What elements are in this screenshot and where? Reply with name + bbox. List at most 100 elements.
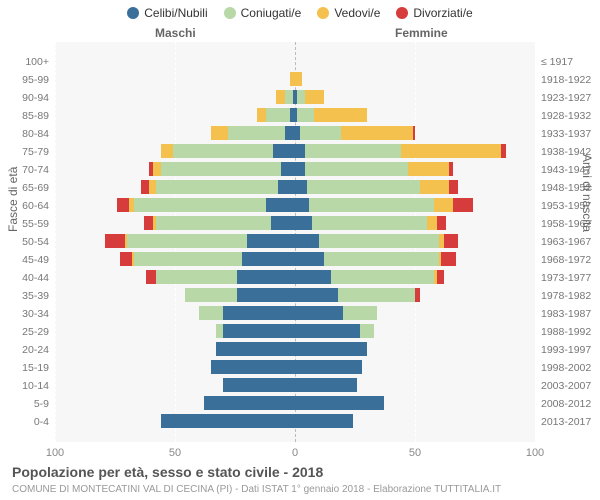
bar-segment [127, 234, 247, 248]
birth-year-label: 1938-1942 [541, 144, 591, 160]
chart-subtitle: COMUNE DI MONTECATINI VAL DI CECINA (PI)… [12, 484, 501, 495]
bar-segment [297, 108, 314, 122]
bar-segment [401, 144, 502, 158]
age-row [55, 305, 535, 323]
bar-segment [161, 144, 173, 158]
birth-year-label: 1998-2002 [541, 360, 591, 376]
bar-segment [295, 324, 360, 338]
bar-segment [211, 126, 228, 140]
male-bar [211, 360, 295, 374]
bar-segment [281, 162, 295, 176]
male-bar [204, 396, 295, 410]
birth-year-label: 1918-1922 [541, 72, 591, 88]
age-label: 40-44 [0, 270, 49, 286]
bar-segment [204, 396, 295, 410]
x-tick-label: 0 [292, 447, 298, 459]
bar-segment [237, 270, 295, 284]
age-label: 5-9 [0, 396, 49, 412]
age-label: 15-19 [0, 360, 49, 376]
bar-segment [295, 342, 367, 356]
bar-segment [144, 216, 154, 230]
legend-swatch [396, 7, 408, 19]
bar-segment [295, 288, 338, 302]
age-label: 95-99 [0, 72, 49, 88]
bar-segment [295, 72, 302, 86]
female-bar [295, 414, 353, 428]
birth-year-label: 2003-2007 [541, 378, 591, 394]
bar-segment [273, 144, 295, 158]
x-tick-label: 50 [409, 447, 421, 459]
bar-segment [185, 288, 238, 302]
population-pyramid: Celibi/NubiliConiugati/eVedovi/eDivorzia… [0, 0, 600, 500]
bar-segment [242, 252, 295, 266]
female-bar [295, 90, 324, 104]
legend-item: Divorziati/e [396, 6, 472, 20]
male-bar [257, 108, 295, 122]
female-bar [295, 324, 374, 338]
female-bar [295, 360, 362, 374]
gridline [535, 42, 536, 442]
age-row [55, 107, 535, 125]
bar-segment [434, 198, 453, 212]
female-bar [295, 288, 420, 302]
birth-year-label: 1923-1927 [541, 90, 591, 106]
bar-segment [228, 126, 286, 140]
female-bar [295, 198, 473, 212]
age-label: 50-54 [0, 234, 49, 250]
bar-segment [427, 216, 437, 230]
bar-segment [161, 414, 295, 428]
birth-year-label: 1968-1972 [541, 252, 591, 268]
bar-segment [134, 252, 242, 266]
bar-segment [278, 180, 295, 194]
bar-segment [420, 180, 449, 194]
age-row [55, 413, 535, 431]
bar-segment [408, 162, 449, 176]
bar-segment [266, 108, 290, 122]
age-row [55, 161, 535, 179]
bar-segment [153, 162, 160, 176]
bar-segment [444, 234, 458, 248]
bar-segment [134, 198, 266, 212]
female-label: Femmine [395, 26, 448, 40]
age-row [55, 359, 535, 377]
bar-segment [295, 270, 331, 284]
age-label: 65-69 [0, 180, 49, 196]
birth-year-label: 1958-1962 [541, 216, 591, 232]
birth-year-label: 1948-1952 [541, 180, 591, 196]
legend-item: Vedovi/e [317, 6, 380, 20]
bar-segment [237, 288, 295, 302]
bar-segment [295, 198, 309, 212]
male-bar [211, 126, 295, 140]
bar-segment [199, 306, 223, 320]
bar-segment [285, 90, 292, 104]
age-row [55, 89, 535, 107]
female-bar [295, 144, 506, 158]
bar-segment [297, 90, 304, 104]
age-row [55, 395, 535, 413]
age-label: 20-24 [0, 342, 49, 358]
age-label: 35-39 [0, 288, 49, 304]
bar-segment [295, 216, 312, 230]
plot-area: Maschi Femmine [55, 42, 535, 442]
bar-segment [501, 144, 506, 158]
x-tick-label: 50 [169, 447, 181, 459]
bar-segment [173, 144, 274, 158]
birth-year-label: 1988-1992 [541, 324, 591, 340]
age-row [55, 215, 535, 233]
age-row [55, 143, 535, 161]
bar-segment [312, 216, 427, 230]
bar-segment [319, 234, 439, 248]
birth-year-label: 1943-1947 [541, 162, 591, 178]
male-bar [216, 342, 295, 356]
bar-segment [276, 90, 286, 104]
bar-segment [300, 126, 341, 140]
age-label: 25-29 [0, 324, 49, 340]
bar-segment [216, 324, 223, 338]
bar-segment [305, 162, 408, 176]
bar-segment [295, 378, 357, 392]
birth-year-label: 2013-2017 [541, 414, 591, 430]
age-label: 30-34 [0, 306, 49, 322]
birth-year-label: 1928-1932 [541, 108, 591, 124]
birth-year-label: 1953-1957 [541, 198, 591, 214]
female-bar [295, 180, 458, 194]
